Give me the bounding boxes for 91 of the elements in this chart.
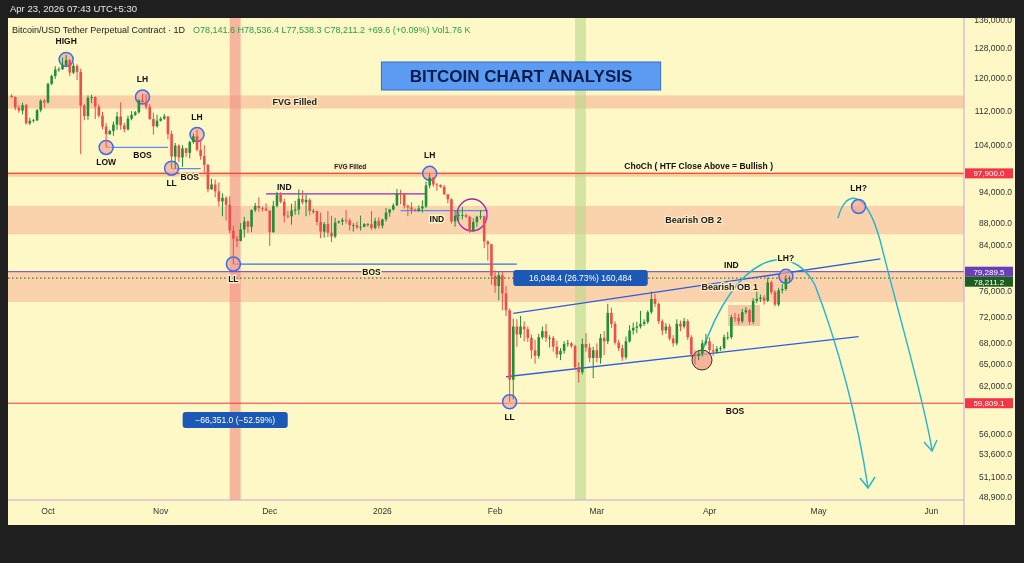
- y-tick-label: 76,000.0: [978, 286, 1013, 297]
- candlestick: [733, 312, 737, 323]
- candlestick: [290, 203, 293, 226]
- annotation: LL: [228, 274, 239, 285]
- y-tick-label: 136,000.0: [974, 15, 1013, 26]
- x-tick-label: May: [810, 506, 828, 516]
- candlestick: [537, 333, 541, 360]
- candlestick: [730, 314, 733, 340]
- candlestick: [242, 216, 246, 239]
- y-tick-label: 68,000.0: [978, 338, 1013, 349]
- y-tick-label: 56,000.0: [978, 428, 1013, 439]
- candlestick: [152, 112, 155, 136]
- candlestick: [344, 209, 348, 225]
- text: Apr 23, 2026 07:43 UTC+5:30: [10, 3, 138, 14]
- candlestick: [366, 222, 370, 228]
- x-tick-label: Nov: [153, 506, 169, 516]
- candlestick: [548, 334, 551, 348]
- annotation: LOW: [96, 157, 118, 168]
- annotation: IND: [724, 259, 739, 270]
- y-tick-label: 48,900.0: [978, 492, 1013, 503]
- band-label: Bearish OB 1: [701, 281, 759, 292]
- candlestick: [450, 197, 453, 225]
- annotation: LH: [136, 74, 149, 85]
- candlestick: [497, 271, 501, 301]
- annotation: LH?: [850, 183, 867, 194]
- y-tick-label: 84,000.0: [978, 239, 1013, 250]
- annotation: BOS: [133, 150, 153, 161]
- annotation: O78,141.6 H78,536.4 L77,538.3 C78,211.2 +69.6 (+0.09%) Vol1.76 K: [192, 25, 471, 35]
- candlestick: [170, 130, 173, 170]
- candlestick: [319, 212, 322, 239]
- annotation: BOS: [180, 171, 200, 182]
- candlestick: [264, 202, 268, 212]
- candlestick: [330, 215, 333, 243]
- x-tick-label: Dec: [262, 506, 279, 516]
- text: Bitcoin/USD Tether Perpetual Contract · 1D: [12, 25, 186, 35]
- candlestick: [261, 205, 264, 213]
- annotation: ChoCh ( HTF Close Above = Bullish ): [624, 161, 774, 172]
- x-tick-label: Jun: [924, 506, 939, 516]
- candlestick: [591, 346, 595, 379]
- ref-line-label: 78,211.2: [973, 277, 1005, 287]
- annotation: IND: [429, 213, 445, 224]
- annotation: HIGH: [55, 36, 77, 47]
- x-tick-label: Feb: [487, 506, 503, 516]
- candlestick: [530, 334, 533, 360]
- candlestick: [221, 192, 224, 217]
- annotation: BOS: [362, 267, 382, 278]
- annotation: BOS: [725, 406, 745, 417]
- x-tick-label: Apr: [702, 506, 717, 516]
- candlestick: [282, 198, 286, 224]
- y-tick-label: 94,000.0: [978, 187, 1013, 198]
- annotation: LH: [191, 111, 203, 122]
- candlestick: [686, 318, 690, 341]
- ref-line-label: 79,289.5: [973, 267, 1006, 277]
- band-label: 16,048.4 (26.73%) 160,484: [528, 273, 633, 283]
- text: BITCOIN CHART ANALYSIS: [409, 67, 633, 86]
- candlestick: [173, 142, 177, 170]
- candlestick: [777, 287, 780, 307]
- candlestick: [268, 210, 272, 247]
- y-tick-label: 88,000.0: [978, 218, 1013, 229]
- candlestick: [435, 182, 439, 192]
- ref-line-label: 59,809.1: [973, 399, 1006, 409]
- annotation: LL: [504, 411, 515, 422]
- annotation: IND: [276, 181, 292, 192]
- ref-line-label: 97,900.0: [973, 169, 1006, 179]
- y-tick-label: 53,600.0: [978, 449, 1013, 460]
- x-tick-label: Mar: [589, 506, 605, 516]
- band-label: Bearish OB 2: [665, 215, 722, 226]
- candlestick: [119, 101, 122, 131]
- x-tick-label: Oct: [41, 506, 56, 516]
- band-label: FVG Filled: [272, 96, 318, 107]
- annotation: LH: [423, 150, 436, 161]
- candlestick: [461, 206, 464, 220]
- candlestick: [519, 315, 522, 339]
- y-tick-label: 104,000.0: [974, 140, 1013, 151]
- candlestick: [370, 210, 373, 231]
- y-tick-label: 72,000.0: [978, 311, 1013, 322]
- candlestick: [599, 333, 602, 365]
- y-tick-label: 62,000.0: [978, 381, 1013, 392]
- candlestick: [181, 144, 184, 168]
- candlestick: [650, 290, 653, 315]
- y-tick-label: 120,000.0: [974, 73, 1013, 84]
- annotation: LL: [166, 178, 177, 189]
- candlestick: [232, 225, 235, 265]
- candlestick: [359, 215, 362, 232]
- band-label: −66,351.0 (−52.59%): [195, 415, 276, 425]
- y-tick-label: 112,000.0: [974, 105, 1013, 116]
- y-tick-label: 65,000.0: [978, 359, 1013, 370]
- candlestick: [57, 66, 61, 73]
- y-tick-label: 51,100.0: [978, 471, 1013, 482]
- y-tick-label: 128,000.0: [974, 43, 1013, 54]
- x-tick-label: 2026: [372, 506, 393, 516]
